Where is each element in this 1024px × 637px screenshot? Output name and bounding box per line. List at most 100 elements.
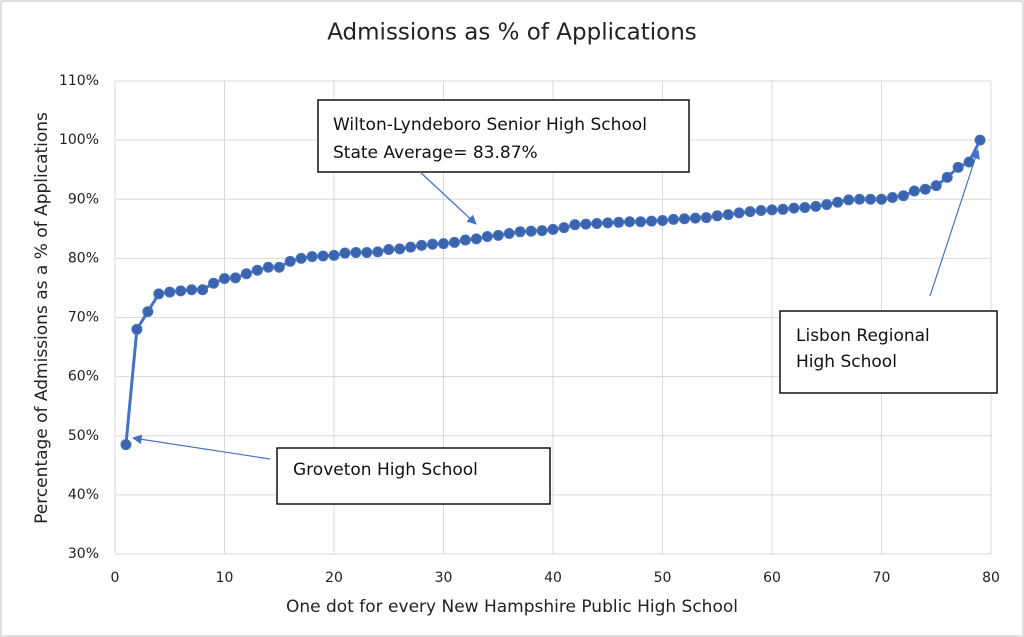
data-point xyxy=(142,306,154,318)
data-point xyxy=(536,225,548,237)
data-point xyxy=(843,194,855,206)
data-point xyxy=(886,191,898,203)
data-point xyxy=(186,284,198,296)
data-point xyxy=(361,246,373,258)
data-point xyxy=(635,216,647,228)
y-tick-label: 60% xyxy=(68,369,99,385)
y-axis-label: Percentage of Admissions as a % of Appli… xyxy=(32,112,52,524)
data-point xyxy=(394,243,406,255)
data-point xyxy=(657,215,668,227)
data-point xyxy=(164,286,176,298)
y-tick-label: 70% xyxy=(68,310,99,326)
data-point xyxy=(317,250,329,262)
annotation: Groveton High School xyxy=(132,434,551,505)
data-point xyxy=(591,217,603,229)
data-point xyxy=(229,272,241,284)
data-point xyxy=(131,323,143,335)
data-point xyxy=(678,213,690,225)
data-point xyxy=(383,244,395,256)
data-point xyxy=(788,202,800,214)
data-point xyxy=(613,216,625,228)
data-point xyxy=(328,249,340,261)
x-tick-label: 40 xyxy=(544,570,562,586)
annotation-text: High School xyxy=(796,352,897,372)
data-point xyxy=(306,251,318,263)
data-point xyxy=(941,171,953,183)
annotation-box xyxy=(276,447,551,505)
data-point xyxy=(470,233,482,245)
data-point xyxy=(153,288,165,300)
data-point xyxy=(427,238,439,250)
data-point xyxy=(952,161,964,173)
data-point xyxy=(908,185,920,197)
data-point xyxy=(120,439,132,451)
data-point xyxy=(624,216,636,228)
data-point xyxy=(865,193,877,205)
data-point xyxy=(744,206,756,218)
data-point xyxy=(558,222,570,234)
x-tick-label: 0 xyxy=(111,570,120,586)
annotation-text: Groveton High School xyxy=(293,460,478,480)
data-point xyxy=(799,202,811,214)
y-tick-label: 40% xyxy=(68,487,99,503)
data-point xyxy=(197,284,209,296)
data-point xyxy=(339,247,351,259)
data-point xyxy=(580,218,592,230)
data-point xyxy=(503,228,515,240)
data-point xyxy=(755,204,767,216)
data-point xyxy=(876,193,887,205)
annotation-arrow xyxy=(132,434,271,460)
x-tick-label: 30 xyxy=(435,570,453,586)
x-tick-label: 10 xyxy=(216,570,234,586)
data-point xyxy=(602,217,614,229)
data-point xyxy=(262,261,274,273)
data-point xyxy=(832,196,844,208)
data-point xyxy=(175,285,187,297)
data-point xyxy=(240,268,252,280)
annotation: Lisbon Regional High School xyxy=(779,149,998,394)
data-point xyxy=(459,234,471,246)
data-point xyxy=(438,238,449,250)
annotation: Wilton-Lyndeboro Senior High School Stat… xyxy=(317,99,690,225)
y-tick-label: 80% xyxy=(68,250,99,266)
x-tick-label: 20 xyxy=(325,570,343,586)
data-point xyxy=(646,215,658,227)
data-point xyxy=(350,246,362,258)
data-point xyxy=(766,204,778,216)
data-point xyxy=(547,223,559,235)
data-point xyxy=(372,246,384,258)
x-axis-label: One dot for every New Hampshire Public H… xyxy=(286,597,738,617)
data-point xyxy=(273,261,285,273)
data-point xyxy=(481,230,493,242)
data-point xyxy=(514,226,526,238)
data-point xyxy=(405,241,417,253)
data-point xyxy=(689,212,701,224)
data-point xyxy=(525,225,537,237)
annotation-box xyxy=(317,99,690,173)
data-point xyxy=(416,239,428,251)
data-point xyxy=(219,272,230,284)
data-point xyxy=(930,180,942,192)
annotation-text: State Average= 83.87% xyxy=(333,143,538,163)
data-point xyxy=(810,200,822,212)
data-point xyxy=(733,207,745,219)
data-point xyxy=(208,277,220,289)
annotation-arrow xyxy=(929,149,980,297)
y-tick-label: 110% xyxy=(59,73,99,89)
data-point xyxy=(722,209,734,221)
data-point xyxy=(821,199,833,211)
y-tick-label: 30% xyxy=(68,546,99,562)
annotation-box xyxy=(779,310,998,394)
x-tick-label: 70 xyxy=(873,570,891,586)
data-point xyxy=(919,183,931,195)
data-point xyxy=(897,190,909,202)
data-point xyxy=(854,193,866,205)
x-tick-label: 80 xyxy=(982,570,1000,586)
data-point xyxy=(700,212,712,224)
chart-title: Admissions as % of Applications xyxy=(327,20,697,46)
x-tick-label: 50 xyxy=(654,570,672,586)
y-tick-label: 50% xyxy=(68,428,99,444)
data-point xyxy=(974,134,986,146)
